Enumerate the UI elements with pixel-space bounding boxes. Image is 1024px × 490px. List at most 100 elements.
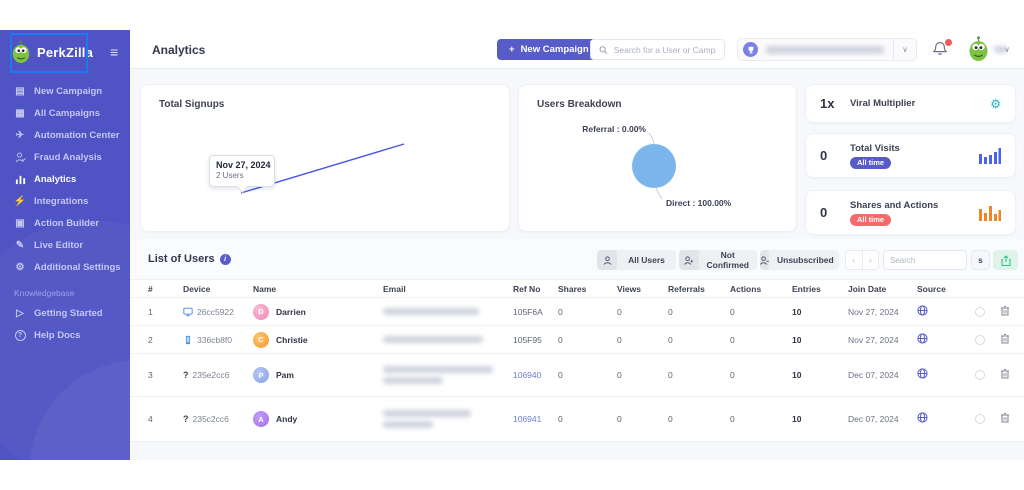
person-minus-icon [760,250,769,270]
globe-icon [917,304,928,316]
tooltip-value: 2 Users [216,171,244,180]
globe-icon [917,368,928,379]
sidebar-item-label: Action Builder [34,217,99,229]
page-title: Analytics [152,43,206,57]
entries: 10 [792,334,802,345]
email-blurred [383,366,493,373]
divider [893,38,894,61]
sidebar-item-help-docs[interactable]: ? Help Docs [0,324,130,346]
sidebar-item-integrations[interactable]: ⚡ Integrations [0,190,130,212]
filter-unsubscribed[interactable]: Unsubscribed [760,250,839,270]
person-plus-icon [679,250,699,270]
referrals: 0 [668,306,673,317]
desktop-icon [183,307,193,316]
col-actions: Actions [730,283,762,294]
source-cell [917,366,975,384]
sidebar-item-getting-started[interactable]: ▷ Getting Started [0,302,130,324]
user-name: Darrien [276,306,306,317]
table-row: 3 ? 235e2cc6 P Pam 106940 0 0 0 0 10 [130,354,1024,397]
sidebar-item-automation-center[interactable]: ✈ Automation Center [0,124,130,146]
email-blurred [383,308,479,315]
col-refno: Ref No [513,283,541,294]
total-visits-label: Total Visits [850,142,900,154]
source-cell [917,331,975,349]
email-blurred [383,377,443,384]
sidebar-item-action-builder[interactable]: ▣ Action Builder [0,212,130,234]
next-page-button[interactable]: › [863,251,879,269]
entries: 10 [792,370,802,380]
globe-icon [917,412,928,423]
campaign-selector[interactable]: ∨ [737,38,917,61]
filter-all-users[interactable]: All Users [597,250,676,270]
ref-no: 105F95 [513,334,542,345]
sidebar-item-live-editor[interactable]: ✎ Live Editor [0,234,130,256]
join-date: Nov 27, 2024 [848,306,899,317]
unknown-device-icon: ? [183,414,189,424]
person-check-icon [14,152,26,163]
sidebar-item-label: New Campaign [34,85,103,97]
views: 0 [617,414,622,424]
trash-icon [1001,412,1009,423]
user-name: Pam [276,370,294,380]
device-id: 336cb8f0 [197,334,232,345]
sidebar-item-additional-settings[interactable]: ⚙ Additional Settings [0,256,130,278]
users-table: # Device Name Email Ref No Shares Views … [130,280,1024,442]
sidebar-item-label: All Campaigns [34,107,100,119]
sidebar-item-all-campaigns[interactable]: ▦ All Campaigns [0,102,130,124]
delete-row-button[interactable] [1000,331,1016,349]
chevron-down-icon: ∨ [902,45,908,54]
topbar: Analytics + New Campaign ∨ [130,30,1024,69]
avatar: C [253,331,269,348]
bell-icon [932,41,948,55]
chevron-down-icon[interactable]: ∨ [1004,45,1010,54]
shares: 0 [558,370,563,380]
actions: 0 [730,370,735,380]
action-box-icon: ▣ [15,217,25,229]
row-radio[interactable] [975,334,985,345]
sidebar-item-label: Help Docs [34,329,81,341]
delete-row-button[interactable] [1000,303,1016,321]
row-radio[interactable] [975,414,985,424]
breakdown-chart-title: Users Breakdown [537,99,622,110]
export-button[interactable] [993,250,1018,270]
table-search[interactable] [883,250,967,270]
table-size-button[interactable]: s [971,250,990,270]
filter-not-confirmed[interactable]: Not Confirmed [679,250,757,270]
info-icon[interactable]: i [219,253,231,265]
sidebar-item-fraud-analysis[interactable]: Fraud Analysis [0,146,130,168]
settings-gear-icon[interactable]: ⚙ [990,96,1001,111]
mascot-icon [12,40,30,63]
sidebar-item-label: Fraud Analysis [34,151,102,163]
col-name: Name [253,283,277,294]
sidebar-item-new-campaign[interactable]: ▤ New Campaign [0,80,130,102]
notifications-button[interactable] [932,39,952,59]
col-entries: Entries [792,283,821,294]
mascot-avatar-icon [969,36,988,61]
search-input[interactable] [613,44,716,55]
table-search-input[interactable] [890,255,960,265]
brand-logo[interactable]: PerkZilla [10,40,93,64]
delete-row-button[interactable] [1000,410,1016,428]
gear-icon: ⚙ [15,261,25,273]
views: 0 [617,306,622,317]
row-radio[interactable] [975,306,985,317]
hamburger-menu-icon[interactable]: ≡ [110,44,119,60]
user-avatar[interactable] [966,36,991,62]
sidebar-item-label: Automation Center [34,129,120,141]
prev-page-button[interactable]: ‹ [846,251,863,269]
email-cell [383,336,513,343]
email-blurred [383,410,471,417]
row-radio[interactable] [975,370,985,380]
delete-row-button[interactable] [1000,366,1016,384]
device-id: 235c2cc6 [192,414,229,424]
sidebar-item-analytics[interactable]: Analytics [0,168,130,190]
col-shares: Shares [558,283,587,294]
brand-name: PerkZilla [37,44,93,60]
plus-icon: + [509,44,515,55]
referrals: 0 [668,370,673,380]
sidebar-item-label: Live Editor [34,239,84,251]
global-search[interactable] [590,39,725,60]
new-campaign-button[interactable]: + New Campaign [497,39,601,60]
name-cell: P Pam [253,367,383,383]
referrals: 0 [668,414,673,424]
